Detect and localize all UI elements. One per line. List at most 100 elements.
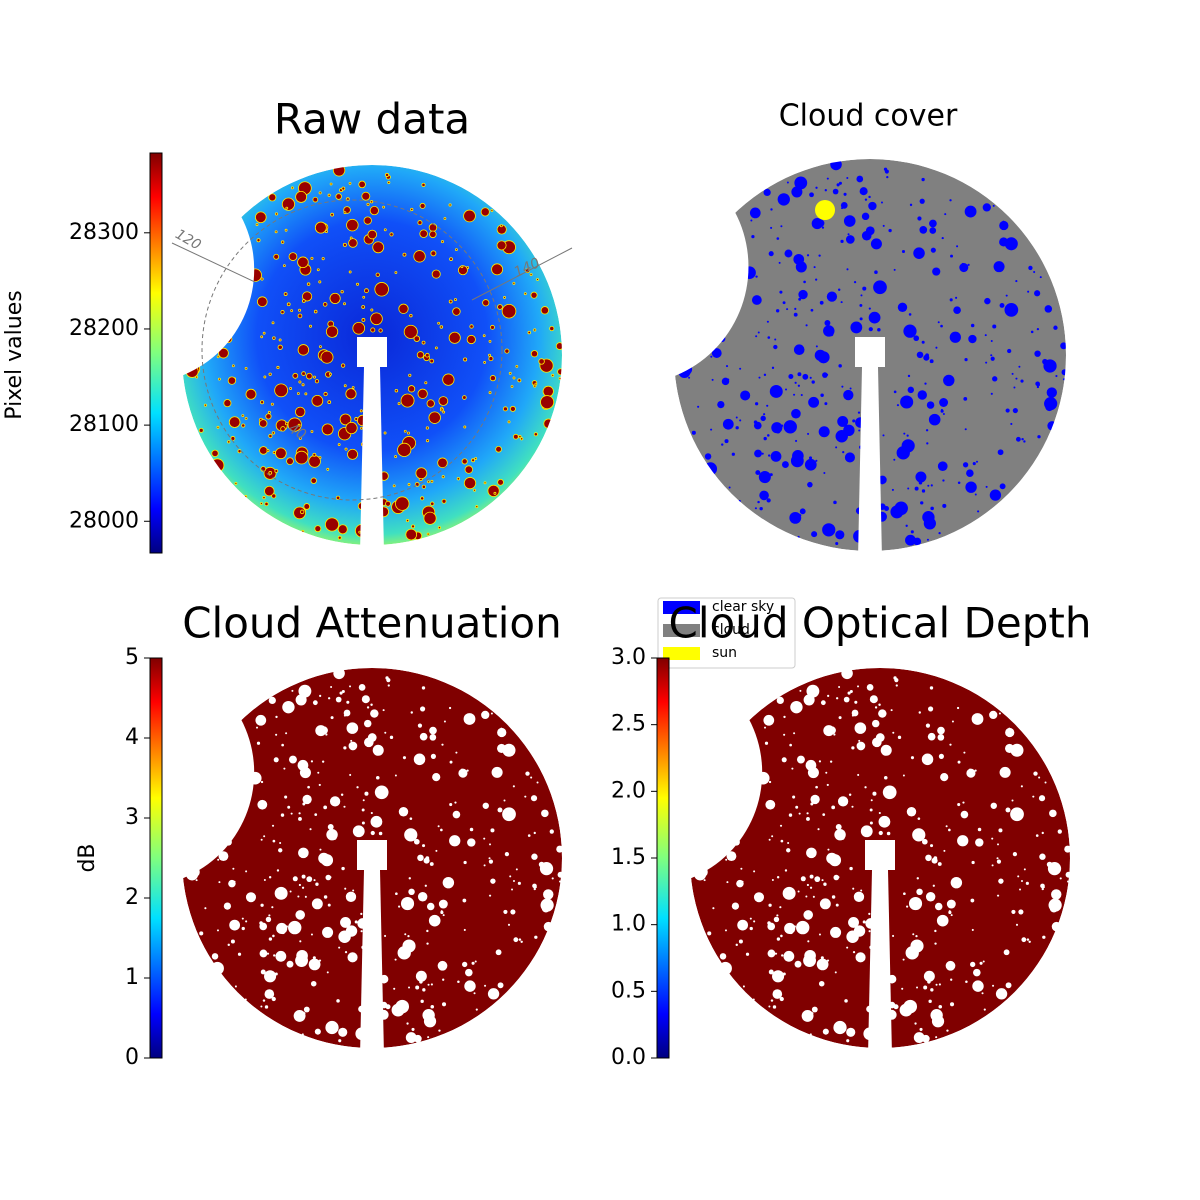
cloud-gap [258,419,268,428]
cloud-gap [894,501,908,516]
cloud-gap [284,421,289,426]
cloud-gap [295,191,308,203]
cloud-gap [517,378,522,383]
cloud-gap [255,211,267,224]
cloud-gap [795,805,799,809]
cloud-gap [292,876,298,882]
cloud-gap [811,1006,818,1013]
cloud-gap [916,877,919,880]
cloud-gap [268,914,271,917]
cloud-gap [999,766,1011,778]
cloud-gap [413,838,420,845]
cloud-gap [321,423,334,436]
cloud-gap [317,771,320,774]
cloud-gap [503,296,506,299]
cloud-gap [448,706,452,710]
cloud-gap [925,723,931,728]
cloud-gap [903,432,906,435]
cloud-gap [927,484,930,487]
cloud-gap [488,356,494,362]
cloud-gap [1008,727,1011,730]
cloud-gap [1015,436,1021,442]
cloud-gap [358,1005,366,1013]
cloud-gap [227,943,230,947]
cloud-gap [365,522,368,526]
cloud-gap [992,324,997,329]
cloud-gap [813,266,816,269]
cloud-gap [480,207,490,217]
cloud-gap [422,844,426,848]
cloud-gap [231,239,244,252]
cloud-gap [1064,845,1072,853]
cloud-gap [881,339,885,343]
cloud-gap [769,384,783,398]
cloud-gap [534,382,538,386]
cloud-gap [930,988,934,992]
cloud-gap [956,245,959,248]
cloud-gap [823,471,826,474]
cloud-gap [931,1015,945,1028]
cloud-gap [842,451,845,454]
cloud-gap [821,879,824,882]
cloud-gap [429,230,437,239]
cloud-gap [791,408,801,419]
cloud-gap [284,795,288,799]
cloud-gap [722,418,734,430]
cloud-gap [772,989,783,999]
cloud-gap [1051,921,1062,932]
cloud-gap [437,526,442,530]
cloud-gap [211,797,221,807]
cloud-gap [260,903,264,907]
cloud-gap [426,532,430,536]
cloud-gap [223,902,232,910]
cloud-gap [1003,949,1010,956]
cloud-gap [901,987,904,990]
cloud-gap [935,983,938,986]
cloud-gap [286,457,294,466]
cloud-gap [382,205,386,209]
cloud-gap [462,898,467,903]
cloud-gap [707,931,712,936]
cloud-gap [507,923,511,926]
cloud-gap [280,240,285,244]
cloud-gap [285,925,288,928]
cloud-gap [831,895,836,899]
cloud-gap [827,694,830,697]
cloud-gap [489,375,496,382]
cloud-gap [874,270,878,274]
cloud-gap [1005,294,1008,297]
cloud-gap [368,477,372,481]
cloud-gap [400,897,415,911]
cloud-gap [797,890,800,893]
cloud-gap [846,1039,850,1043]
cloud-gap [313,879,316,882]
cloud-gap [419,732,428,741]
cloud-gap [870,368,875,373]
cloud-gap [828,854,842,867]
cloud-gap [298,684,312,698]
cloud-gap [248,268,262,282]
cloud-gap [1013,386,1016,389]
cloud-gap [1018,365,1021,368]
cloud-gap [463,860,467,865]
cloud-gap [512,281,516,285]
cloud-gap [909,203,913,207]
cloud-gap [940,324,943,328]
cloud-gap [336,999,340,1003]
cloud-gap [703,879,706,882]
cloud-gap [963,751,966,754]
cloud-gap [960,810,969,819]
cloud-gap [233,827,236,830]
cloud-gap [711,378,714,381]
cloud-gap [765,799,776,810]
cloud-gap [844,999,848,1003]
cloud-gap [541,809,549,818]
cloud-gap [405,1032,417,1043]
cloud-gap [865,226,875,236]
cloud-gap [389,232,394,237]
cloud-gap [290,812,293,815]
cloud-gap [838,181,842,185]
cloud-gap [335,193,342,200]
cloud-gap [181,330,186,335]
